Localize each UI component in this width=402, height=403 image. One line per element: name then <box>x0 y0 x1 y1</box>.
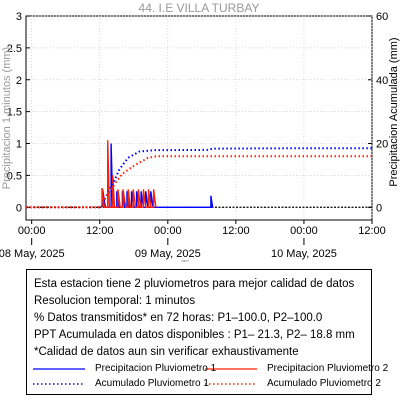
x-tick-label: 00:00 <box>18 225 46 237</box>
right-tick-label: 40 <box>376 75 388 87</box>
left-tick-label: 2 <box>16 75 22 87</box>
info-line-stations: Esta estacion tiene 2 pluviometros para … <box>34 278 355 290</box>
x-tick-label: 12:00 <box>86 225 114 237</box>
info-line-accumulated: PPT Acumulada en datos disponibles : P1–… <box>34 329 355 341</box>
right-tick-label: 0 <box>376 202 382 214</box>
right-tick-label: 60 <box>376 11 388 23</box>
info-line-resolution: Resolucion temporal: 1 minutos <box>34 295 196 307</box>
x-date-label: 09 May, 2025 <box>135 248 201 260</box>
x-date-label: 08 May, 2025 <box>0 248 65 260</box>
x-tick-label: 12:00 <box>358 225 386 237</box>
legend-label-p1: Precipitacion Pluviometro 1 <box>95 363 217 374</box>
right-tick-label: 20 <box>376 139 388 151</box>
x-tick-label: 00:00 <box>290 225 318 237</box>
precipitation-chart: 0 0.5 1 1.5 2 2.5 3 0 20 40 60 00:00 08 May, 2025 12:… <box>0 1 400 262</box>
x-date-label: 10 May, 2025 <box>271 248 337 260</box>
legend-label-p2: Precipitacion Pluviometro 2 <box>267 363 389 374</box>
info-line-transmitted: % Datos transmitidos* en 72 horas: P1–10… <box>34 312 323 324</box>
legend-label-a1: Acumulado Pluviometro 1 <box>95 378 209 389</box>
left-tick-label: 1.5 <box>7 107 22 119</box>
left-tick-label: 2.5 <box>7 43 22 55</box>
plot-area <box>25 15 373 221</box>
x-axis-label: Tiempo <box>181 259 217 262</box>
chart-title: 44. I.E VILLA TURBAY <box>139 1 260 15</box>
info-box: Esta estacion tiene 2 pluviometros para … <box>26 269 388 395</box>
legend-swatches <box>33 368 257 385</box>
right-axis-label: Precipitacion Acumulada (mm) <box>388 37 400 186</box>
left-tick-label: 0.5 <box>7 170 22 182</box>
left-axis-label: Precipitacion 1 minutos (mm) <box>1 47 13 189</box>
left-tick-label: 3 <box>16 11 22 23</box>
info-line-quality-note: *Calidad de datos aun sin verificar exha… <box>34 346 299 358</box>
x-tick-label: 00:00 <box>154 225 182 237</box>
left-tick-label: 1 <box>16 139 22 151</box>
left-tick-label: 0 <box>16 202 22 214</box>
x-tick-label: 12:00 <box>222 225 250 237</box>
series-line-2 <box>101 140 157 208</box>
legend-label-a2: Acumulado Pluviometro 2 <box>267 378 381 389</box>
